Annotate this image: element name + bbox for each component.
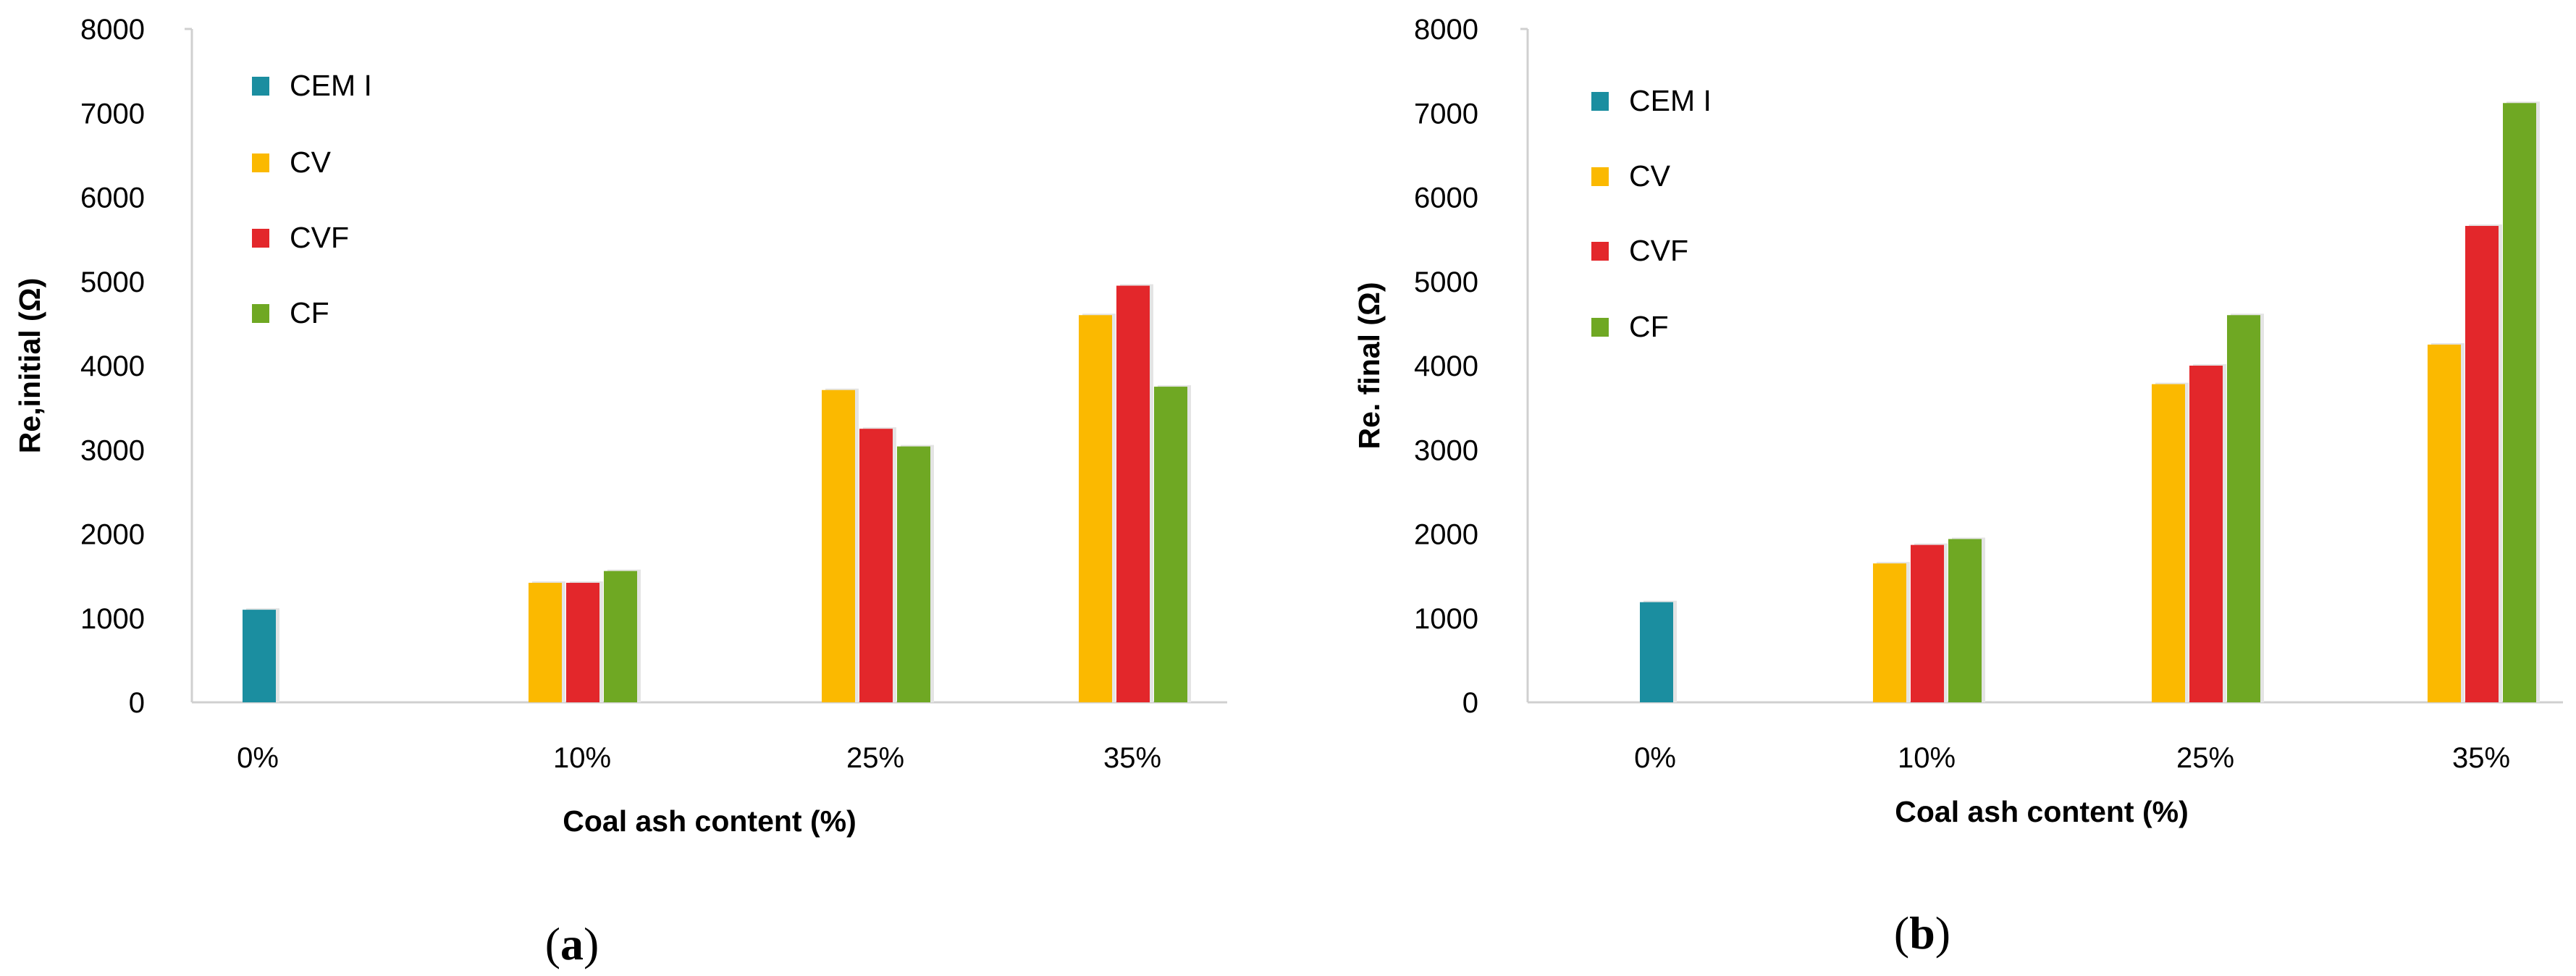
y-tick-label: 0 xyxy=(1462,687,1478,719)
bar-cv-35pct xyxy=(2428,344,2461,702)
x-tick-label: 10% xyxy=(553,742,611,774)
legend-swatch-cvf xyxy=(252,229,269,248)
bar-cf-35pct xyxy=(2503,103,2536,703)
legend-swatch-cf xyxy=(252,304,269,323)
legend-label: CEM I xyxy=(1629,84,1712,117)
chart-panel-b: 0 1000 2000 3000 4000 5000 6000 7000 8000 0% 10% 25… xyxy=(1352,14,2563,959)
y-tick-label: 7000 xyxy=(80,98,145,130)
x-tick-label: 10% xyxy=(1898,742,1956,774)
y-tick-label: 3000 xyxy=(80,434,145,466)
bar-cv-25pct xyxy=(822,390,855,702)
chart-panel-a: 0 1000 2000 3000 4000 5000 6000 7000 8000 0% 10% 25… xyxy=(13,14,1227,969)
y-tick-label: 3000 xyxy=(1414,434,1478,466)
x-axis-title: Coal ash content (%) xyxy=(563,804,856,838)
panel-label: (b) xyxy=(1894,907,1950,959)
bar-cvf-25pct xyxy=(2189,366,2223,702)
y-tick-label: 8000 xyxy=(80,14,145,46)
bar-cf-25pct xyxy=(2227,315,2260,702)
x-tick-label: 35% xyxy=(2452,742,2510,774)
bar-cv-10pct xyxy=(1873,563,1906,702)
legend-swatch-cf xyxy=(1591,318,1609,337)
panel-label-letter: b xyxy=(1909,907,1935,959)
panel-label-close: ) xyxy=(1935,907,1950,959)
bar-cvf-25pct xyxy=(859,429,893,702)
y-tick-label: 7000 xyxy=(1414,98,1478,130)
bar-cvf-35pct xyxy=(2465,226,2499,702)
x-tick-label: 25% xyxy=(2176,742,2234,774)
bar-cem-i-0pct xyxy=(243,610,276,702)
y-tick-label: 0 xyxy=(129,687,145,719)
y-tick-label: 1000 xyxy=(80,603,145,635)
y-tick-label: 4000 xyxy=(1414,350,1478,382)
y-axis-title: Re,initial (Ω) xyxy=(13,278,46,453)
bar-cf-35pct xyxy=(1154,387,1187,702)
panel-label-open: ( xyxy=(1894,907,1909,959)
bar-cvf-10pct xyxy=(1911,544,1944,702)
y-tick-label: 6000 xyxy=(80,182,145,214)
legend-swatch-cem-i xyxy=(1591,92,1609,111)
bar-cvf-35pct xyxy=(1116,285,1150,702)
legend-swatch-cv xyxy=(252,153,269,172)
legend-swatch-cvf xyxy=(1591,242,1609,261)
panel-label-letter: a xyxy=(560,918,584,969)
bar-cv-35pct xyxy=(1079,315,1112,702)
y-tick-label: 2000 xyxy=(80,519,145,551)
y-tick-label: 8000 xyxy=(1414,14,1478,46)
y-tick-label: 6000 xyxy=(1414,182,1478,214)
y-tick-label: 2000 xyxy=(1414,519,1478,551)
legend-label: CF xyxy=(290,296,329,329)
legend-label: CVF xyxy=(1629,234,1688,267)
y-tick-label: 4000 xyxy=(80,350,145,382)
x-tick-label: 25% xyxy=(846,742,904,774)
y-axis-title: Re. final (Ω) xyxy=(1352,282,1386,449)
bar-cem-i-0pct xyxy=(1640,602,1673,702)
x-tick-label: 0% xyxy=(1634,742,1676,774)
legend-swatch-cv xyxy=(1591,167,1609,186)
y-tick-label: 5000 xyxy=(80,266,145,298)
legend-label: CV xyxy=(290,146,332,179)
legend-label: CEM I xyxy=(290,69,372,102)
y-tick-label: 1000 xyxy=(1414,603,1478,635)
x-tick-label: 35% xyxy=(1103,742,1161,774)
panel-label-close: ) xyxy=(584,918,599,969)
x-axis-title: Coal ash content (%) xyxy=(1895,795,2188,828)
bar-cf-10pct xyxy=(1948,539,1982,702)
legend-label: CV xyxy=(1629,159,1671,193)
bar-cf-10pct xyxy=(604,571,637,702)
legend-label: CVF xyxy=(290,221,349,254)
x-tick-label: 0% xyxy=(237,742,279,774)
legend-label: CF xyxy=(1629,310,1669,343)
bar-cf-25pct xyxy=(897,446,930,702)
legend-swatch-cem-i xyxy=(252,77,269,96)
panel-label: (a) xyxy=(545,918,599,969)
bar-cv-25pct xyxy=(2152,384,2185,702)
panel-label-open: ( xyxy=(545,918,560,969)
bar-cv-10pct xyxy=(529,582,562,702)
bar-cvf-10pct xyxy=(566,582,599,702)
y-tick-label: 5000 xyxy=(1414,266,1478,298)
